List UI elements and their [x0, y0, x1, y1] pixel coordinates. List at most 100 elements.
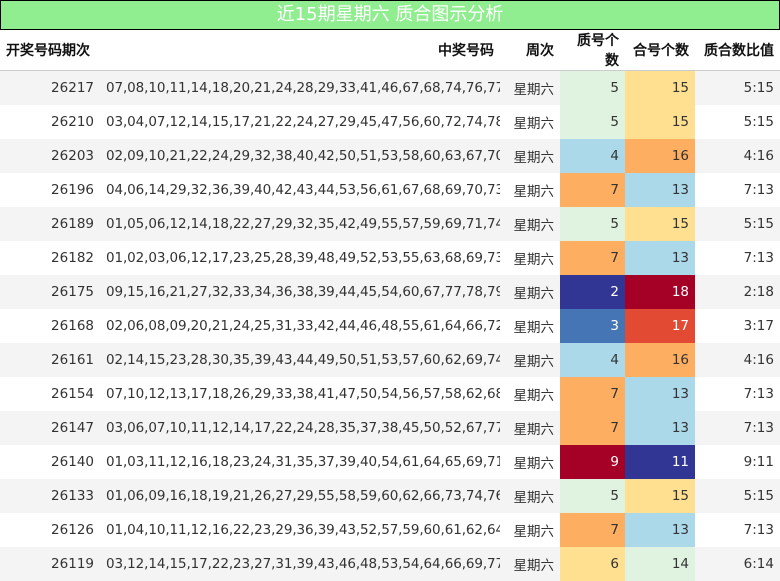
weekday-cell: 星期六 — [500, 513, 560, 547]
weekday-cell: 星期六 — [500, 71, 560, 106]
weekday-cell: 星期六 — [500, 241, 560, 275]
prime-count-cell: 4 — [560, 139, 625, 173]
weekday-cell: 星期六 — [500, 377, 560, 411]
ratio-cell: 7:13 — [695, 173, 780, 207]
ratio-cell: 2:18 — [695, 275, 780, 309]
header-composite-count: 合号个数 — [625, 30, 695, 71]
composite-count-cell: 15 — [625, 105, 695, 139]
numbers-cell: 01,02,03,06,12,17,23,25,28,39,48,49,52,5… — [100, 241, 500, 275]
header-prime-count: 质号个数 — [560, 30, 625, 71]
weekday-cell: 星期六 — [500, 309, 560, 343]
weekday-cell: 星期六 — [500, 105, 560, 139]
ratio-cell: 4:16 — [695, 139, 780, 173]
composite-count-cell: 16 — [625, 139, 695, 173]
composite-count-cell: 11 — [625, 445, 695, 479]
composite-count-cell: 16 — [625, 343, 695, 377]
composite-count-cell: 15 — [625, 207, 695, 241]
ratio-cell: 5:15 — [695, 479, 780, 513]
prime-count-cell: 7 — [560, 411, 625, 445]
numbers-cell: 03,04,07,12,14,15,17,21,22,24,27,29,45,4… — [100, 105, 500, 139]
prime-count-cell: 2 — [560, 275, 625, 309]
numbers-cell: 02,06,08,09,20,21,24,25,31,33,42,44,46,4… — [100, 309, 500, 343]
ratio-cell: 5:15 — [695, 207, 780, 241]
weekday-cell: 星期六 — [500, 207, 560, 241]
composite-count-cell: 13 — [625, 377, 695, 411]
numbers-cell: 07,08,10,11,14,18,20,21,24,28,29,33,41,4… — [100, 71, 500, 106]
header-period: 开奖号码期次 — [0, 30, 100, 71]
period-cell: 26161 — [0, 343, 100, 377]
numbers-cell: 01,03,11,12,16,18,23,24,31,35,37,39,40,5… — [100, 445, 500, 479]
composite-count-cell: 15 — [625, 479, 695, 513]
period-cell: 26147 — [0, 411, 100, 445]
ratio-cell: 7:13 — [695, 241, 780, 275]
ratio-cell: 4:16 — [695, 343, 780, 377]
numbers-cell: 03,06,07,10,11,12,14,17,22,24,28,35,37,3… — [100, 411, 500, 445]
period-cell: 26203 — [0, 139, 100, 173]
ratio-cell: 5:15 — [695, 71, 780, 106]
prime-count-cell: 5 — [560, 479, 625, 513]
weekday-cell: 星期六 — [500, 445, 560, 479]
period-cell: 26175 — [0, 275, 100, 309]
prime-count-cell: 3 — [560, 309, 625, 343]
ratio-cell: 7:13 — [695, 513, 780, 547]
composite-count-cell: 13 — [625, 173, 695, 207]
composite-count-cell: 13 — [625, 411, 695, 445]
composite-count-cell: 17 — [625, 309, 695, 343]
header-row: 开奖号码期次 中奖号码 周次 质号个数 合号个数 质合数比值 — [0, 30, 780, 71]
period-cell: 26217 — [0, 71, 100, 106]
prime-count-cell: 5 — [560, 105, 625, 139]
numbers-cell: 02,09,10,21,22,24,29,32,38,40,42,50,51,5… — [100, 139, 500, 173]
period-cell: 26140 — [0, 445, 100, 479]
prime-count-cell: 5 — [560, 207, 625, 241]
weekday-cell: 星期六 — [500, 173, 560, 207]
ratio-cell: 3:17 — [695, 309, 780, 343]
composite-count-cell: 15 — [625, 71, 695, 106]
period-cell: 26168 — [0, 309, 100, 343]
numbers-cell: 02,14,15,23,28,30,35,39,43,44,49,50,51,5… — [100, 343, 500, 377]
prime-count-cell: 7 — [560, 513, 625, 547]
weekday-cell: 星期六 — [500, 479, 560, 513]
prime-count-cell: 7 — [560, 377, 625, 411]
header-numbers: 中奖号码 — [100, 30, 500, 71]
prime-count-cell: 7 — [560, 173, 625, 207]
page-title: 近15期星期六 质合图示分析 — [0, 0, 780, 30]
prime-count-cell: 7 — [560, 241, 625, 275]
period-cell: 26196 — [0, 173, 100, 207]
ratio-cell: 7:13 — [695, 377, 780, 411]
prime-count-cell: 9 — [560, 445, 625, 479]
period-cell: 26133 — [0, 479, 100, 513]
numbers-cell: 01,04,10,11,12,16,22,23,29,36,39,43,52,5… — [100, 513, 500, 547]
ratio-cell: 7:13 — [695, 411, 780, 445]
numbers-cell: 07,10,12,13,17,18,26,29,33,38,41,47,50,5… — [100, 377, 500, 411]
period-cell: 26189 — [0, 207, 100, 241]
numbers-cell: 09,15,16,21,27,32,33,34,36,38,39,44,45,5… — [100, 275, 500, 309]
weekday-cell: 星期六 — [500, 343, 560, 377]
numbers-cell: 01,05,06,12,14,18,22,27,29,32,35,42,49,5… — [100, 207, 500, 241]
composite-count-cell: 13 — [625, 241, 695, 275]
weekday-cell: 星期六 — [500, 411, 560, 445]
header-ratio: 质合数比值 — [695, 30, 780, 71]
period-cell: 26182 — [0, 241, 100, 275]
numbers-cell: 04,06,14,29,32,36,39,40,42,43,44,53,56,6… — [100, 173, 500, 207]
period-cell: 26154 — [0, 377, 100, 411]
numbers-cell: 01,06,09,16,18,19,21,26,27,29,55,58,59,6… — [100, 479, 500, 513]
ratio-cell: 5:15 — [695, 105, 780, 139]
ratio-cell: 9:11 — [695, 445, 780, 479]
weekday-cell: 星期六 — [500, 275, 560, 309]
